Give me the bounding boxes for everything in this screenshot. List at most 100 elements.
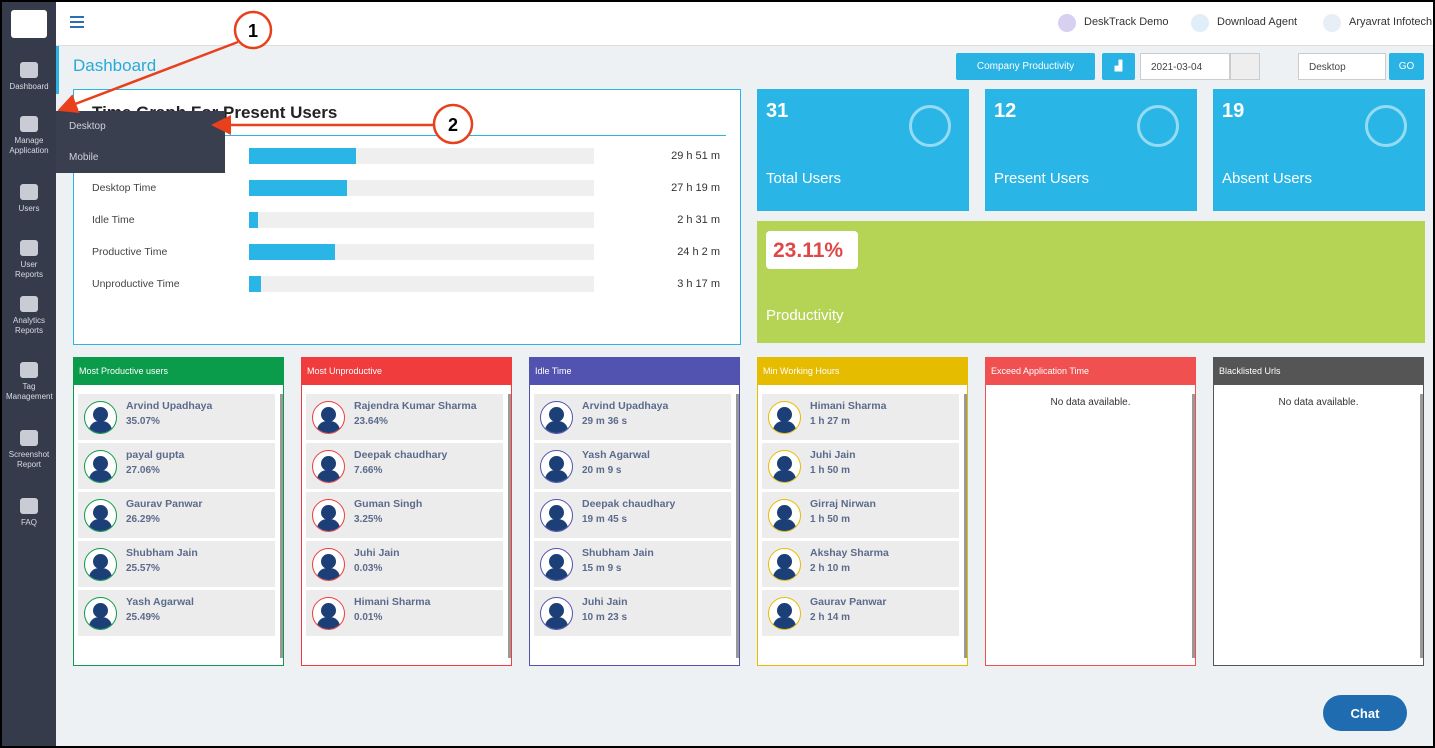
avatar [768,499,801,532]
chat-button[interactable]: Chat [1323,695,1407,731]
top-link[interactable]: Aryavrat Infotech [1349,16,1433,28]
nav-item[interactable]: FAQ [2,498,56,528]
nav-icon [20,296,38,312]
nav-item[interactable]: Dashboard [2,62,56,92]
row-label: Idle Time [92,214,135,226]
nav-label: Analytics Reports [12,316,45,335]
stat-card: 19 Absent Users [1213,89,1425,211]
scrollbar [736,394,739,658]
panel-header: Min Working Hours [758,358,967,385]
avatar [84,597,117,630]
user-name: Yash Agarwal [582,449,650,461]
empty-message: No data available. [1278,397,1359,408]
user-name: Himani Sharma [354,596,431,608]
productivity-label: Productivity [766,307,844,324]
nav-item[interactable]: Screenshot Report [2,430,56,470]
avatar [768,401,801,434]
productivity-value: 23.11% [766,231,858,269]
user-entry: Arvind Upadhaya 29 m 36 s [534,394,731,440]
user-value: 15 m 9 s [582,563,622,574]
stat-card: 31 Total Users [757,89,969,211]
user-value: 3.25% [354,514,383,525]
panel-header: Exceed Application Time [986,358,1195,385]
user-name: Guman Singh [354,498,423,510]
avatar [312,597,345,630]
bar [249,276,261,292]
stat-icon [1137,105,1179,147]
user-value: 25.57% [126,563,160,574]
user-name: Akshay Sharma [810,547,889,559]
submenu-item[interactable]: Desktop [69,121,106,132]
user-entry: Deepak chaudhary 7.66% [306,443,503,489]
menu-toggle[interactable] [70,16,84,18]
nav-item[interactable]: Manage Application [2,116,56,156]
stat-card: 12 Present Users [985,89,1197,211]
page-title: Dashboard [73,56,157,75]
top-icon [1058,14,1076,32]
nav-item[interactable]: Tag Management [2,362,56,402]
bar [249,148,356,164]
stat-label: Total Users [766,170,842,187]
annotation-number: 1 [248,21,258,41]
avatar [540,548,573,581]
user-value: 7.66% [354,465,383,476]
annotation-circle [233,10,273,50]
user-value: 1 h 27 m [810,416,851,427]
panel: Blacklisted Urls No data available. [1213,357,1424,666]
time-rows: 29 h 51 m Desktop Time 27 h 19 m Idle Time 2… [74,90,740,344]
user-value: 19 m 45 s [582,514,628,525]
avatar [540,401,573,434]
stat-label: Absent Users [1222,170,1313,187]
platform-select[interactable]: Desktop [1298,53,1386,80]
submenu-item[interactable]: Mobile [69,152,99,163]
chart-button[interactable]: ▟ [1102,53,1135,80]
nav-icon [20,430,38,446]
nav-icon [20,240,38,256]
row-value: 3 h 17 m [677,278,720,290]
bar-track [249,276,594,292]
avatar [84,548,117,581]
nav-label: Dashboard [9,82,49,91]
user-entry: Yash Agarwal 20 m 9 s [534,443,731,489]
company-productivity-button[interactable]: Company Productivity [956,53,1095,80]
user-entry: Yash Agarwal 25.49% [78,590,275,636]
logo [11,10,47,38]
row-value: 24 h 2 m [677,246,720,258]
user-entry: Rajendra Kumar Sharma 23.64% [306,394,503,440]
date-input[interactable]: 2021-03-04 [1140,53,1230,80]
top-icon [1323,14,1341,32]
submenu: Desktop Mobile [56,111,225,173]
avatar [768,450,801,483]
user-value: 2 h 14 m [810,612,851,623]
top-link[interactable]: Download Agent [1217,16,1298,28]
nav-label: Manage Application [9,136,49,155]
avatar [84,499,117,532]
user-value: 0.03% [354,563,383,574]
go-button[interactable]: GO [1389,53,1424,80]
avatar [312,450,345,483]
nav-icon [20,62,38,78]
stat-value: 31 [766,100,789,122]
user-value: 1 h 50 m [810,514,851,525]
avatar [540,499,573,532]
top-link[interactable]: DeskTrack Demo [1084,16,1169,28]
avatar [540,597,573,630]
user-name: Shubham Jain [126,547,198,559]
nav-item[interactable]: Users [2,184,56,214]
user-name: Arvind Upadhaya [582,400,669,412]
user-value: 2 h 10 m [810,563,851,574]
nav-label: Users [18,204,40,213]
avatar [312,499,345,532]
user-entry: Akshay Sharma 2 h 10 m [762,541,959,587]
nav-label: Tag Management [6,382,53,401]
stat-label: Present Users [994,170,1090,187]
nav-item[interactable]: Analytics Reports [2,296,56,336]
user-entry: Gaurav Panwar 26.29% [78,492,275,538]
user-name: Gaurav Panwar [810,596,887,608]
calendar-button[interactable] [1230,53,1260,80]
row-value: 29 h 51 m [671,150,720,162]
panel: Min Working Hours Himani Sharma 1 h 27 m Ju… [757,357,968,666]
nav-item[interactable]: User Reports [2,240,56,280]
annotation-circle [432,103,474,145]
